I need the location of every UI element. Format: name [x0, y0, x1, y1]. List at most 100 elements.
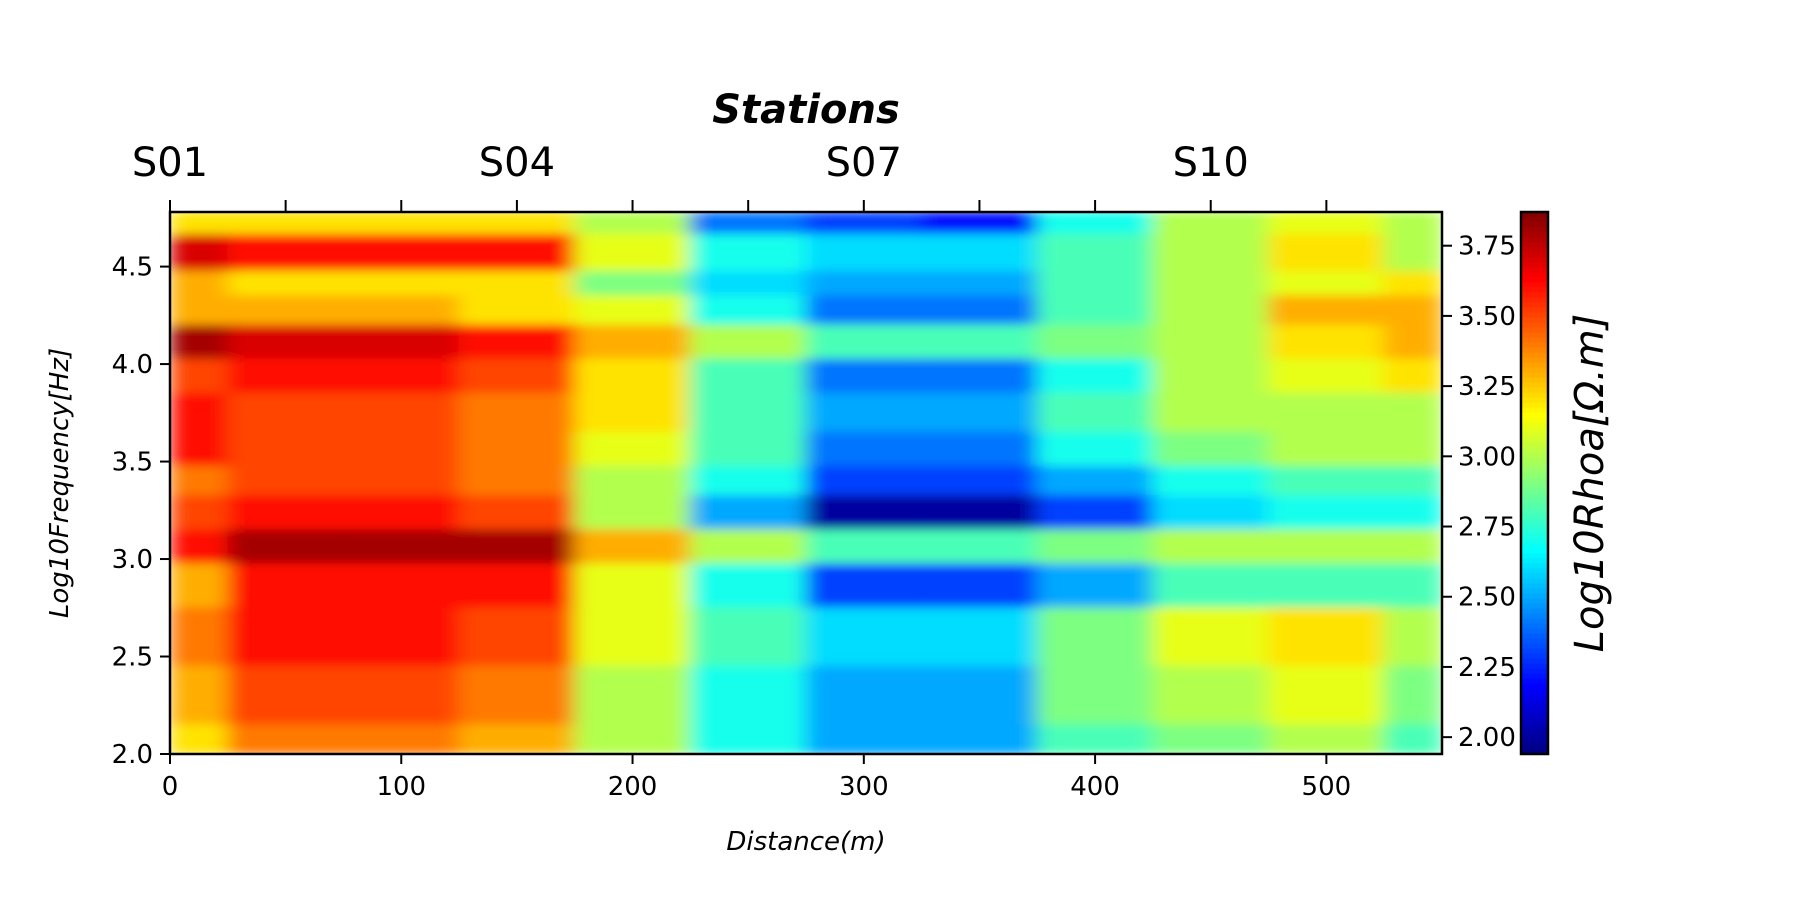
colorbar-segment [1521, 508, 1548, 514]
colorbar-segment [1521, 663, 1548, 670]
heatmap-cell [1152, 324, 1270, 360]
colorbar-segment [1521, 332, 1548, 339]
colorbar-segment [1521, 262, 1548, 268]
heatmap-cell [170, 495, 229, 531]
station-axis: S01 S04 S07 S10 [132, 140, 1328, 212]
heatmap-cell [1268, 212, 1385, 235]
x-tick-label: 100 [376, 772, 426, 802]
colorbar-segment [1521, 643, 1548, 650]
heatmap-cell [170, 607, 229, 667]
colorbar-segment [1521, 372, 1548, 379]
colorbar-segment [1521, 267, 1548, 273]
heatmap-cell [921, 724, 1038, 754]
colorbar-segment [1521, 493, 1548, 499]
heatmap-cell [342, 724, 460, 754]
heatmap-cell [1152, 431, 1270, 467]
heatmap-cell [458, 563, 576, 609]
heatmap-cell [574, 392, 691, 433]
colorbar-segment [1521, 553, 1548, 559]
heatmap-cell [342, 465, 460, 497]
colorbar-tick-label: 2.75 [1458, 513, 1516, 543]
heatmap-cell [1383, 495, 1442, 531]
colorbar-segment [1521, 603, 1548, 610]
colorbar-segment [1521, 563, 1548, 569]
heatmap-cell [1383, 212, 1442, 235]
colorbar-segment [1521, 588, 1548, 595]
colorbar-tick-label: 3.75 [1458, 232, 1516, 262]
colorbar-segment [1521, 543, 1548, 549]
heatmap-cell [227, 495, 344, 531]
heatmap-cell [458, 324, 576, 360]
heatmap-cell [1383, 270, 1442, 297]
heatmap-cell [170, 724, 229, 754]
colorbar-segment [1521, 357, 1548, 364]
heatmap-cell [1383, 607, 1442, 667]
y-tick-label: 2.0 [112, 740, 153, 770]
heatmap-cell [342, 233, 460, 272]
heatmap-cell [1268, 563, 1385, 609]
heatmap-cell [342, 392, 460, 433]
heatmap-cell [1152, 465, 1270, 497]
heatmap-cell [1152, 665, 1270, 726]
heatmap-cell [1268, 295, 1385, 326]
heatmap-cell [574, 431, 691, 467]
heatmap-cell [1036, 607, 1154, 667]
heatmap-cell [1036, 724, 1154, 754]
heatmap-cell [1152, 495, 1270, 531]
heatmap-cell [170, 431, 229, 467]
colorbar-segment [1521, 462, 1548, 469]
colorbar-segment [1521, 743, 1548, 750]
colorbar-segment [1521, 673, 1548, 680]
heatmap-cell [689, 431, 807, 467]
x-axis-label: Distance(m) [726, 827, 885, 857]
heatmap-cell [1152, 392, 1270, 433]
heatmap-cell [227, 465, 344, 497]
heatmap-cell [805, 358, 923, 394]
heatmap-cell [1036, 431, 1154, 467]
colorbar-segment [1521, 488, 1548, 494]
heatmap-cell [689, 270, 807, 297]
colorbar-segment [1521, 688, 1548, 695]
colorbar-segment [1521, 513, 1548, 519]
heatmap-cell [1152, 607, 1270, 667]
heatmap-cell [1383, 358, 1442, 394]
heatmap-cell [170, 212, 229, 235]
colorbar-segment [1521, 548, 1548, 554]
heatmap-cell [921, 324, 1038, 360]
heatmap-cell [342, 295, 460, 326]
colorbar-segment [1521, 447, 1548, 454]
y-tick-label: 4.5 [112, 253, 153, 283]
heatmap-cell [574, 607, 691, 667]
x-tick-label: 300 [839, 772, 889, 802]
colorbar-segment [1521, 422, 1548, 429]
colorbar-segment [1521, 212, 1548, 218]
colorbar-segment [1521, 708, 1548, 715]
heatmap-cell [805, 607, 923, 667]
colorbar-segment [1521, 362, 1548, 369]
heatmap-cell [805, 392, 923, 433]
heatmap-cell [921, 358, 1038, 394]
station-label: S04 [479, 140, 555, 186]
heatmap-cell [458, 495, 576, 531]
heatmap-cell [1036, 495, 1154, 531]
colorbar-segment [1521, 523, 1548, 529]
colorbar-segment [1521, 593, 1548, 600]
colorbar-segment [1521, 292, 1548, 298]
heatmap-cell [689, 358, 807, 394]
heatmap-cell [1036, 392, 1154, 433]
heatmap-cell [805, 324, 923, 360]
colorbar-segment [1521, 518, 1548, 524]
heatmap-cell [170, 665, 229, 726]
heatmap-cell [1383, 665, 1442, 726]
colorbar-label: Log10Rhoa[Ω.m] [1567, 314, 1613, 653]
colorbar: 2.00 2.25 2.50 2.75 3.00 3.25 3.50 3.75 [1442, 210, 1550, 756]
colorbar-segment [1521, 327, 1548, 334]
heatmap-cell [1036, 233, 1154, 272]
heatmap-cell [1383, 324, 1442, 360]
heatmap-cell [458, 392, 576, 433]
heatmap-cell [227, 295, 344, 326]
station-label: S10 [1173, 140, 1249, 186]
heatmap-cell [805, 563, 923, 609]
colorbar-segment [1521, 247, 1548, 253]
heatmap-cell [574, 212, 691, 235]
